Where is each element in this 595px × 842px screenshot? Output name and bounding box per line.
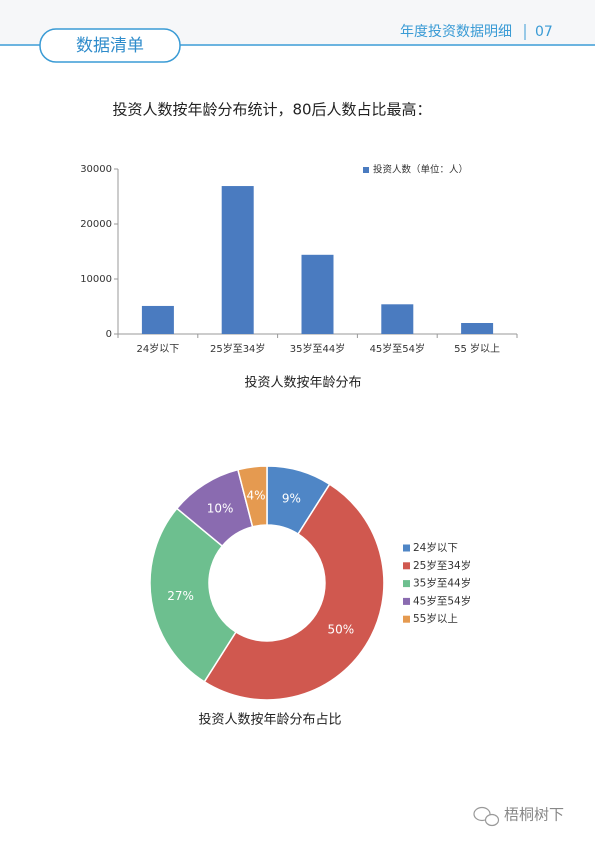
legend-label: 55岁以上 bbox=[413, 612, 458, 625]
pie-slice bbox=[236, 465, 268, 528]
legend-label: 投资人数（单位：人） bbox=[373, 164, 468, 176]
x-tick-label: 24岁以下 bbox=[137, 342, 180, 355]
bar bbox=[141, 305, 174, 334]
slice-label: 50% bbox=[328, 622, 355, 636]
legend-swatch bbox=[403, 615, 410, 623]
pie-slice bbox=[203, 483, 385, 701]
bar bbox=[381, 304, 414, 334]
legend-label: 24岁以下 bbox=[413, 541, 458, 554]
legend-label: 35岁至44岁 bbox=[413, 577, 471, 590]
slice-label: 27% bbox=[167, 589, 194, 603]
y-tick-label: 10000 bbox=[80, 274, 112, 285]
page-number: 07 bbox=[535, 24, 553, 40]
x-axis-title: 投资人数按年龄分布 bbox=[244, 375, 361, 391]
legend-swatch bbox=[403, 580, 410, 588]
pie-slice bbox=[149, 507, 237, 683]
tab bbox=[39, 28, 181, 63]
legend-swatch bbox=[363, 167, 369, 173]
bar bbox=[461, 323, 494, 334]
slice-label: 4% bbox=[247, 489, 266, 503]
watermark: 梧桐树下 bbox=[473, 806, 564, 827]
y-tick-label: 30000 bbox=[80, 164, 112, 175]
bar bbox=[221, 186, 254, 334]
slice-label: 9% bbox=[282, 491, 301, 505]
header-title: 年度投资数据明细 bbox=[400, 24, 512, 40]
legend-label: 25岁至34岁 bbox=[413, 559, 471, 572]
x-tick-label: 35岁至44岁 bbox=[290, 342, 345, 355]
x-tick-label: 55 岁以上 bbox=[454, 342, 500, 355]
x-tick-label: 45岁至54岁 bbox=[370, 342, 425, 355]
legend-swatch bbox=[403, 562, 410, 570]
x-tick-label: 25岁至34岁 bbox=[210, 342, 265, 355]
legend-label: 45岁至54岁 bbox=[413, 594, 471, 607]
heading: 投资人数按年龄分布统计，80后人数占比最高： bbox=[112, 101, 431, 119]
watermark-text: 梧桐树下 bbox=[504, 806, 564, 824]
tab-label: 数据清单 bbox=[76, 36, 144, 56]
watermark-icon bbox=[473, 806, 491, 822]
bar bbox=[301, 254, 334, 334]
legend-swatch bbox=[403, 544, 410, 552]
y-tick-label: 20000 bbox=[80, 219, 112, 230]
watermark-icon bbox=[484, 813, 500, 827]
legend-swatch bbox=[403, 597, 410, 605]
y-tick-label: 0 bbox=[106, 329, 112, 340]
slice-label: 10% bbox=[207, 502, 234, 516]
chart-title: 投资人数按年龄分布占比 bbox=[198, 712, 341, 728]
